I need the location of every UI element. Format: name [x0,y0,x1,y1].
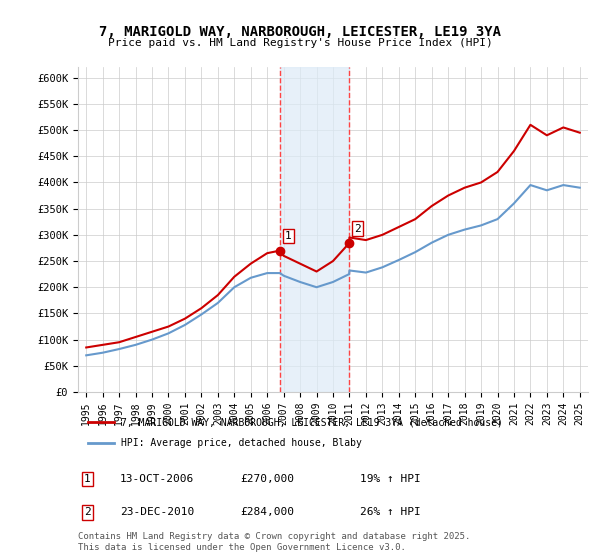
Text: 23-DEC-2010: 23-DEC-2010 [120,507,194,517]
Text: £270,000: £270,000 [240,474,294,484]
Text: HPI: Average price, detached house, Blaby: HPI: Average price, detached house, Blab… [121,438,362,448]
Bar [280,67,349,392]
Text: 2: 2 [84,507,91,517]
Text: 7, MARIGOLD WAY, NARBOROUGH, LEICESTER, LE19 3YA (detached house): 7, MARIGOLD WAY, NARBOROUGH, LEICESTER, … [121,417,503,427]
Text: 2: 2 [354,223,361,234]
Text: 19% ↑ HPI: 19% ↑ HPI [360,474,421,484]
Text: 13-OCT-2006: 13-OCT-2006 [120,474,194,484]
Text: 1: 1 [285,231,292,241]
Text: 1: 1 [84,474,91,484]
Text: £284,000: £284,000 [240,507,294,517]
Text: 7, MARIGOLD WAY, NARBOROUGH, LEICESTER, LE19 3YA: 7, MARIGOLD WAY, NARBOROUGH, LEICESTER, … [99,25,501,39]
Text: 26% ↑ HPI: 26% ↑ HPI [360,507,421,517]
Text: Price paid vs. HM Land Registry's House Price Index (HPI): Price paid vs. HM Land Registry's House … [107,38,493,48]
Text: Contains HM Land Registry data © Crown copyright and database right 2025.
This d: Contains HM Land Registry data © Crown c… [78,532,470,552]
